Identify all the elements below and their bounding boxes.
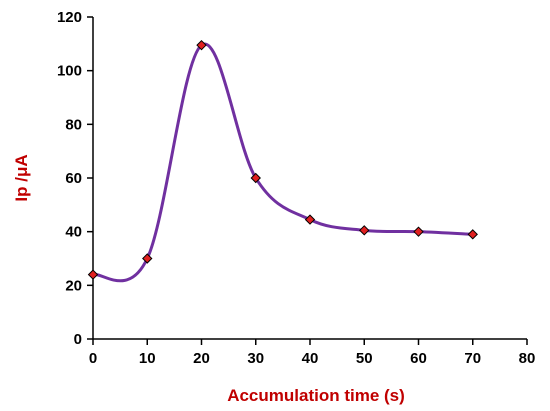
data-point (142, 253, 153, 264)
data-point (413, 226, 424, 237)
x-tick-label: 10 (139, 350, 156, 367)
y-axis-title: Ip /μA (12, 154, 31, 201)
data-point (196, 39, 207, 51)
x-tick-label: 0 (89, 350, 97, 367)
data-point (467, 229, 478, 240)
x-tick-label: 60 (410, 350, 427, 367)
x-tick-label: 50 (356, 350, 373, 367)
y-tick-label: 20 (65, 277, 82, 294)
y-tick-label: 100 (57, 63, 82, 80)
data-point (304, 214, 316, 225)
x-tick-label: 80 (519, 350, 536, 367)
x-tick-label: 30 (247, 350, 264, 367)
markers (87, 39, 478, 280)
y-tick-label: 60 (65, 170, 82, 187)
x-tick-label: 40 (302, 350, 319, 367)
data-point (359, 225, 370, 236)
data-point (250, 172, 261, 184)
series-line (92, 42, 473, 283)
x-tick-label: 70 (464, 350, 481, 367)
data-point (87, 269, 99, 280)
axes (92, 17, 527, 340)
y-tick-label: 0 (74, 331, 82, 348)
y-tick-label: 80 (65, 116, 82, 133)
y-tick-label: 40 (65, 224, 82, 241)
x-axis-title: Accumulation time (s) (227, 386, 405, 405)
ticks: 0 20 40 60 80 100 120 0 10 20 30 40 50 60 70 80 (57, 9, 535, 367)
y-tick-label: 120 (57, 9, 82, 26)
x-tick-label: 20 (193, 350, 210, 367)
